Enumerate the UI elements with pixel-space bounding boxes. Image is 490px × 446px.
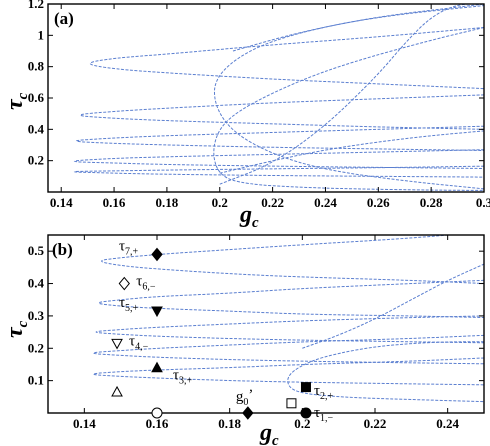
panel-b-marker-square [286,398,297,409]
panel-b-series-curve [101,235,484,285]
panel-a-series-curve [89,27,484,90]
panel-a-series-curve [73,165,484,178]
panel-a-label: (a) [54,9,74,28]
panel-a-y-tick-label: 0.2 [28,153,44,168]
panel-b-marker-label: τ1,− [314,405,334,424]
panel-b-marker-label: τ2,+ [314,383,334,402]
panel-a-series-curve [219,4,484,185]
panel-a-series-curve [213,5,484,190]
panel-b-marker-triangle-down [111,338,123,350]
panel-b-y-tick-label: 0.2 [28,340,44,355]
panel-a-y-tick-label: 1.2 [28,0,44,11]
panel-b-series-curve [92,357,484,386]
panel-a-series-curve [213,27,484,191]
panel-b-marker-label: τ6,− [136,274,156,293]
panel-b-series-curve [98,279,484,319]
panel-a-plot: 0.14 0.16 0.18 0.2 0.22 0.24 0.26 0.28 0.3 0.2 0.4… [2,0,490,231]
panel-b-x-tick-label: 0.18 [218,416,241,431]
panel-b-curves [92,235,484,403]
panel-b-y-tick-label: 0.5 [28,243,45,258]
panel-b-marker-circle [300,407,312,419]
panel-a-y-tick-label: 1 [38,27,45,42]
panel-b-plot: 0.14 0.16 0.18 0.2 0.22 0.24 0.1 0.2 0.3 0.4 0.5 τ… [2,234,485,446]
panel-b-series-curve [302,263,484,349]
panel-b-marker-diamond [151,247,163,262]
panel-a-ticks: 0.14 0.16 0.18 0.2 0.22 0.24 0.26 0.28 0.3 0.2 0.4… [28,0,490,210]
panel-b-marker-label: τ3,+ [173,368,193,387]
panel-b-marker-label: τ7,+ [119,238,139,257]
panel-b-marker-label: τ4,− [129,333,149,352]
panel-a-series-curve [73,149,484,169]
panel-b-x-axis-label: gc [259,420,279,446]
panel-b-marker-triangle-up [151,361,163,373]
panel-a-x-axis-label: gc [239,202,259,231]
panel-a-x-tick-label: 0.26 [367,195,390,210]
panel-b-marker-label: τ5,+ [119,295,139,314]
panel-b-y-tick-label: 0.3 [28,308,45,323]
panel-a-y-axis-label: τc [2,92,31,110]
panel-a-x-tick-label: 0.24 [314,195,337,210]
panel-b-marker-triangle-up [111,385,123,397]
panel-b-x-tick-label: 0.2 [294,416,310,431]
panel-b-y-tick-label: 0.4 [28,276,45,291]
panel-b-markers: τ7,+ τ6,− τ5,+ τ4,− τ3,+ g0’ τ2,+ τ1,− [111,238,334,424]
panel-a-x-tick-label: 0.22 [261,195,284,210]
panel-a-x-tick-label: 0.14 [50,195,73,210]
panel-b-marker-label: g0’ [236,387,254,408]
panel-a-y-tick-label: 0.8 [28,59,45,74]
panel-a-x-tick-label: 0.16 [103,195,126,210]
panel-b-y-axis-label: τc [2,320,31,338]
panel-b-series-curve [92,334,484,365]
panel-b-y-tick-label: 0.1 [28,373,44,388]
panel-b-marker-circle [151,407,163,419]
panel-a-x-tick-label: 0.3 [476,195,490,210]
panel-a-frame [47,3,485,193]
panel-b-marker-diamond [118,276,130,291]
panel-b-series-curve [287,341,484,403]
panel-a-series-curve [75,125,484,151]
panel-b-series-curve [95,315,484,344]
panel-b-x-tick-label: 0.22 [364,416,387,431]
panel-a-y-tick-label: 0.4 [28,121,45,136]
panel-b-x-tick-label: 0.16 [146,416,169,431]
panel-a-series-curve [232,4,484,52]
panel-b-marker-diamond [242,406,254,420]
panel-b-x-tick-label: 0.14 [73,416,96,431]
panel-b-marker-square [300,382,311,393]
panel-a-x-tick-label: 0.28 [420,195,443,210]
panel-b-label: (b) [52,240,73,259]
panel-a-series-curve [219,130,484,174]
panel-b-frame [47,234,485,414]
panel-a-x-tick-label: 0.2 [212,195,228,210]
panel-a-y-tick-label: 0.6 [28,90,45,105]
panel-b-x-tick-label: 0.24 [436,416,459,431]
panel-a-x-tick-label: 0.18 [156,195,179,210]
panel-b-marker-triangle-down [151,306,163,318]
panel-a-series-curve [79,94,484,130]
panel-a-curves [73,4,484,191]
panel-b-ticks: 0.14 0.16 0.18 0.2 0.22 0.24 0.1 0.2 0.3 0.4 0.5 [28,235,484,431]
